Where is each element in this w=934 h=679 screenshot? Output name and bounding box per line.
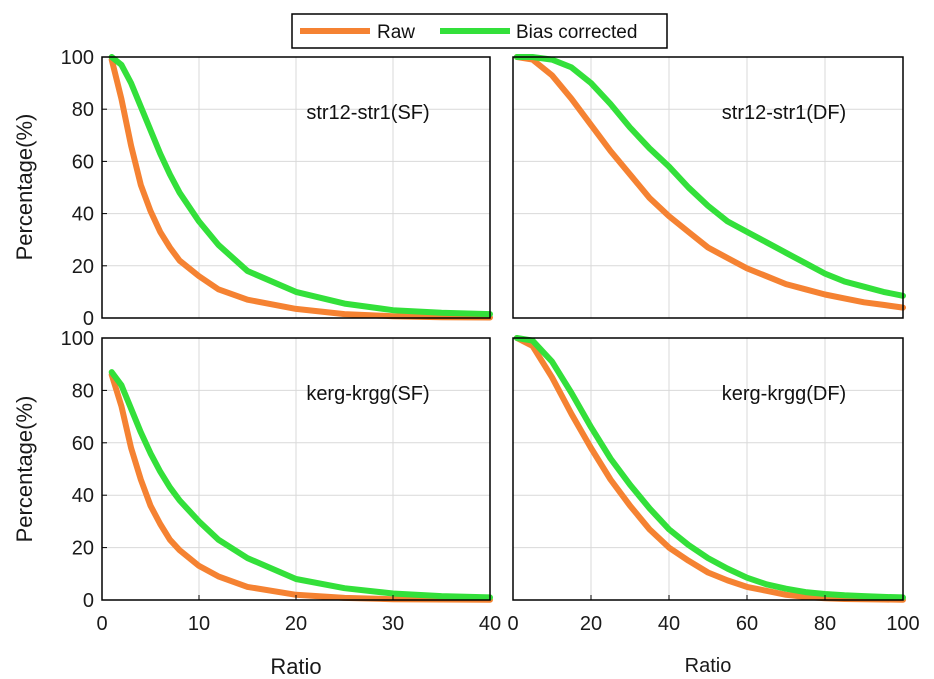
series-line-bias-corrected (108, 369, 493, 601)
y-tick-label: 0 (83, 590, 94, 612)
y-tick-label: 20 (72, 538, 94, 560)
panel-2: 0 20 40 60 80 100 0 10 20 30 40 kerg-krgg(SF) Percen… (12, 328, 501, 679)
x-tick-label: 40 (658, 613, 680, 635)
y-tick-label: 20 (72, 256, 94, 278)
axes-frame (512, 337, 904, 601)
y-tick-label: 0 (83, 308, 94, 330)
series-line-bias-corrected (108, 54, 493, 318)
x-tick-label: 60 (736, 613, 758, 635)
x-tick-label: 20 (285, 613, 307, 635)
axes-frame (101, 56, 491, 319)
axes-frame (512, 56, 904, 319)
x-axis-label: Ratio (685, 655, 732, 677)
x-tick-label: 0 (96, 613, 107, 635)
series-line-raw (513, 54, 906, 311)
x-tick-label: 80 (814, 613, 836, 635)
x-tick-label: 0 (507, 613, 518, 635)
panel-label: kerg-krgg(SF) (306, 383, 429, 405)
panel-1: str12-str1(DF) (512, 54, 906, 319)
y-axis-label: Percentage(%) (12, 396, 37, 543)
panel-3: 0 20 40 60 80 100 kerg-krgg(DF) Ratio (507, 335, 920, 677)
y-tick-label: 80 (72, 99, 94, 121)
series-line-raw (513, 335, 906, 603)
legend-label-raw: Raw (377, 22, 415, 43)
plot-area (513, 57, 903, 318)
x-tick-label: 10 (188, 613, 210, 635)
y-tick-label: 100 (61, 47, 94, 69)
y-tick-label: 80 (72, 380, 94, 402)
series-line-raw (108, 56, 493, 321)
series-line-bias-corrected (513, 335, 906, 601)
panel-0: 0 20 40 60 80 100 str12-str1(SF) Percentage(%) (12, 47, 493, 330)
y-tick-label: 40 (72, 485, 94, 507)
y-tick-label: 100 (61, 328, 94, 350)
x-tick-label: 40 (479, 613, 501, 635)
series-line-raw (108, 371, 493, 603)
x-tick-label: 20 (580, 613, 602, 635)
panel-label: str12-str1(DF) (722, 102, 846, 124)
y-axis-label: Percentage(%) (12, 114, 37, 261)
y-tick-label: 60 (72, 433, 94, 455)
legend: Raw Bias corrected (291, 13, 668, 49)
legend-label-bias-corrected: Bias corrected (516, 22, 637, 43)
panel-label: kerg-krgg(DF) (722, 383, 846, 405)
x-tick-label: 100 (886, 613, 919, 635)
series-line-bias-corrected (513, 54, 906, 299)
panel-label: str12-str1(SF) (306, 102, 429, 124)
x-tick-label: 30 (382, 613, 404, 635)
y-tick-label: 40 (72, 204, 94, 226)
y-tick-label: 60 (72, 151, 94, 173)
x-axis-label: Ratio (270, 654, 321, 679)
